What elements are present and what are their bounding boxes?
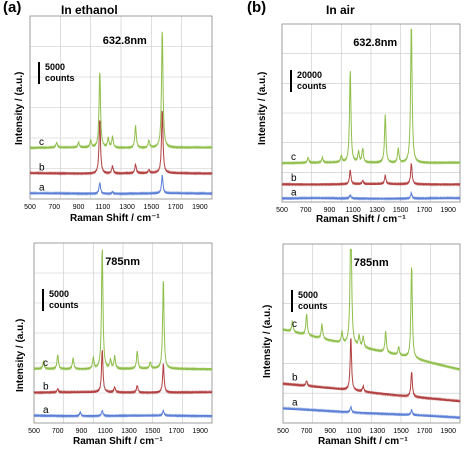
scale-bar-label: counts [49,300,79,310]
x-tick-label: 1100 [346,207,361,214]
series-line-c [33,249,213,372]
chart-title: 785nm [105,256,140,268]
series-label-b: b [43,381,49,392]
panel-b-condition: In air [326,3,355,17]
x-tick-label: 1900 [192,204,208,211]
series-line-b [282,338,461,403]
series-line-c [281,28,461,166]
x-tick-label: 1900 [192,428,208,435]
series-line-c [29,31,213,150]
series-line-b [29,110,213,176]
plot-frame [29,15,213,200]
series-label-c: c [43,358,48,369]
scale-bar-label: counts [298,301,328,311]
x-tick-label: 500 [276,207,288,214]
x-tick-label: 1500 [393,428,409,435]
series-line-c [282,248,461,372]
series-label-c: c [39,137,44,148]
x-tick-label: 1900 [440,428,456,435]
series-label-a: a [39,183,45,194]
plot-frame [33,242,213,424]
x-tick-label: 700 [52,428,64,435]
x-tick-label: 1700 [169,428,185,435]
series-line-b [33,350,213,395]
x-tick-label: 1500 [145,428,161,435]
x-tick-label: 1900 [440,207,456,214]
chart-title: 632.8nm [353,37,397,49]
x-tick-label: 1500 [393,207,409,214]
series-label-b: b [292,373,298,384]
x-tick-label: 900 [324,207,336,214]
x-axis-label-a-top: Raman Shift / cm⁻¹ [70,213,160,224]
panel-b-label: (b) [247,0,267,16]
x-tick-label: 1300 [121,428,137,435]
scale-bar-label: 5000 [298,290,318,300]
plot-frame [282,243,461,424]
scale-bar-label: counts [297,81,327,91]
series-label-b: b [291,173,297,184]
x-axis-label-b-bottom: Raman Shift / cm⁻¹ [318,436,408,447]
scale-bar-label: 20000 [297,70,322,80]
x-tick-label: 1300 [119,204,135,211]
x-axis-label-a-bottom: Raman Shift / cm⁻¹ [73,436,163,447]
series-line-a [29,174,213,196]
scale-bar-label: 5000 [45,62,65,72]
x-tick-label: 1300 [369,207,385,214]
x-axis-label-b-top: Raman Shift / cm⁻¹ [316,214,406,225]
series-label-c: c [291,152,296,163]
x-tick-label: 1500 [144,204,160,211]
series-line-a [282,404,461,420]
scale-bar-label: 5000 [49,289,69,299]
series-label-a: a [43,405,49,416]
panel-a-label: (a) [3,0,22,16]
x-tick-label: 700 [301,428,313,435]
x-tick-label: 700 [300,207,312,214]
chart-title: 785nm [354,257,389,269]
chart-title: 632.8nm [103,35,147,47]
series-label-a: a [292,398,298,409]
x-tick-label: 500 [277,428,289,435]
x-tick-label: 900 [73,204,85,211]
x-tick-label: 500 [28,428,40,435]
x-tick-label: 1700 [168,204,184,211]
x-tick-label: 1100 [95,204,110,211]
x-tick-label: 1700 [417,428,433,435]
x-tick-label: 1700 [417,207,433,214]
plot-frame [281,23,461,203]
scale-bar-label: counts [45,73,75,83]
panel-a-condition: In ethanol [61,3,118,17]
series-line-a [33,409,213,419]
x-tick-label: 500 [24,204,36,211]
x-tick-label: 1100 [98,428,113,435]
x-tick-label: 900 [324,428,336,435]
x-tick-label: 700 [48,204,60,211]
series-label-b: b [39,162,45,173]
x-tick-label: 1100 [346,428,361,435]
series-line-a [281,190,461,201]
series-label-a: a [291,187,297,198]
x-tick-label: 1300 [370,428,386,435]
series-line-b [281,162,461,187]
series-label-c: c [292,319,297,330]
x-tick-label: 900 [76,428,88,435]
